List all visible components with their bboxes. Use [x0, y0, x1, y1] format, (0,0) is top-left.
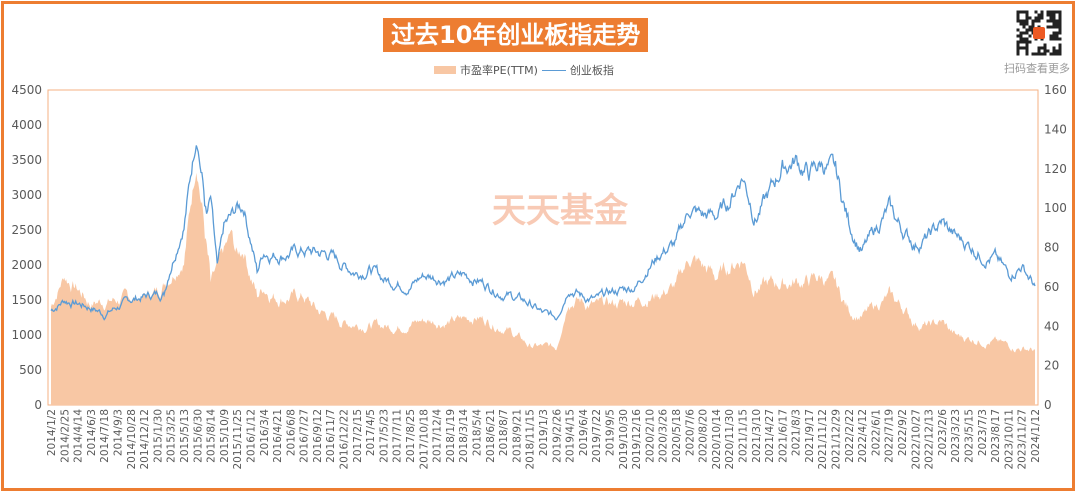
qr-caption: 扫码查看更多	[1004, 62, 1070, 75]
legend-label-pe: 市盈率PE(TTM)	[460, 64, 538, 77]
legend-label-index: 创业板指	[569, 64, 614, 77]
legend: 市盈率PE(TTM) 创业板指	[434, 62, 614, 78]
legend-swatch-pe	[434, 66, 456, 74]
legend-swatch-index	[541, 69, 566, 71]
chart-title: 过去10年创业板指走势	[383, 18, 649, 52]
qr-code-icon	[1016, 10, 1062, 56]
